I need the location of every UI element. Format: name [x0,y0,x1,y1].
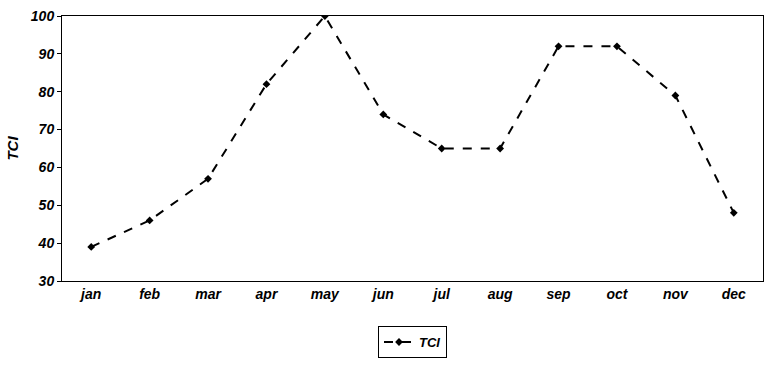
svg-text:jun: jun [371,286,394,302]
svg-text:oct: oct [606,286,628,302]
svg-text:30: 30 [39,273,55,289]
svg-text:70: 70 [39,121,55,137]
svg-text:jul: jul [432,286,451,302]
svg-text:TCI: TCI [4,136,21,161]
svg-text:60: 60 [39,159,55,175]
svg-text:may: may [311,286,340,302]
svg-text:90: 90 [39,46,55,62]
svg-text:TCI: TCI [419,335,440,350]
svg-text:80: 80 [39,84,55,100]
svg-text:100: 100 [31,8,55,24]
svg-text:apr: apr [256,286,279,302]
svg-text:jan: jan [79,286,101,302]
svg-text:nov: nov [663,286,689,302]
svg-text:feb: feb [139,286,160,302]
svg-text:50: 50 [39,197,55,213]
svg-text:40: 40 [38,235,55,251]
svg-text:aug: aug [488,286,513,302]
svg-text:mar: mar [195,286,222,302]
svg-text:dec: dec [722,286,746,302]
svg-text:sep: sep [546,286,571,302]
